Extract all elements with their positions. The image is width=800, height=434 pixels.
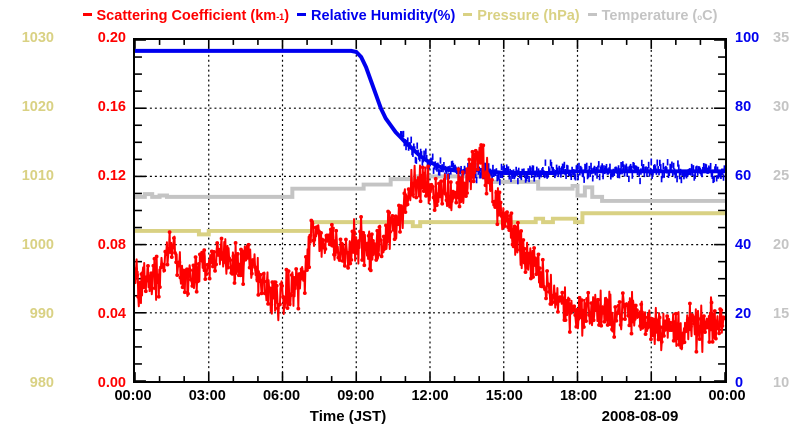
legend-sup-scattering: -1: [276, 12, 285, 22]
pressure-tick-label: 1020: [21, 99, 54, 115]
x-tick-label: 09:00: [337, 388, 375, 404]
humidity-tick-label: 100: [735, 30, 760, 46]
scattering-tick-label: 0.20: [97, 30, 126, 46]
humidity-tick-label: 20: [735, 306, 752, 322]
humidity-tick-label: 60: [735, 168, 752, 184]
x-tick-label: 18:00: [559, 388, 598, 404]
legend-dash-humidity: [297, 13, 307, 16]
legend-item-scattering: Scattering Coefficient (km -1): [79, 8, 294, 24]
x-tick-label: 15:00: [485, 388, 523, 404]
gridlines: [135, 40, 725, 381]
pressure-tick-label: 1000: [21, 237, 54, 253]
series-pressure: [135, 211, 725, 237]
plot-area: [133, 38, 727, 383]
legend-label-pressure: Pressure (hPa): [477, 8, 580, 24]
series-scattering: [135, 143, 725, 354]
pressure-tick-label: 1030: [21, 30, 54, 46]
x-tick-label: 12:00: [411, 388, 449, 404]
scattering-tick-label: 0.16: [97, 99, 126, 115]
temperature-tick-label: 10: [773, 375, 790, 391]
series-humidity: [135, 48, 725, 186]
legend-dash-scattering: [82, 13, 92, 16]
scattering-tick-label: 0.08: [97, 237, 126, 253]
temperature-tick-label: 20: [773, 237, 790, 253]
x-tick-label: 03:00: [188, 388, 226, 404]
date-label: 2008-08-09: [601, 408, 679, 425]
x-tick-label: 00:00: [708, 388, 746, 404]
humidity-tick-label: 0: [735, 375, 744, 391]
humidity-tick-label: 40: [735, 237, 752, 253]
legend-label-scattering: Scattering Coefficient (km: [96, 8, 277, 24]
x-tick-label: 21:00: [634, 388, 672, 404]
temperature-tick-label: 30: [773, 99, 790, 115]
pressure-tick-label: 990: [29, 306, 54, 322]
x-tick-label: 06:00: [262, 388, 301, 404]
plot-svg: [135, 40, 725, 381]
x-axis-title: Time (JST): [309, 408, 387, 425]
pressure-tick-label: 1010: [21, 168, 54, 184]
temperature-tick-label: 25: [773, 168, 790, 184]
legend-label-temperature: Temperature (: [601, 8, 698, 24]
humidity-tick-label: 80: [735, 99, 752, 115]
temperature-tick-label: 15: [773, 306, 790, 322]
chart-legend: Scattering Coefficient (km -1) Relative H…: [0, 4, 800, 28]
legend-dash-pressure: [463, 13, 473, 16]
scattering-tick-label: 0.00: [97, 375, 126, 391]
pressure-tick-label: 980: [29, 375, 54, 391]
legend-item-pressure: Pressure (hPa): [459, 8, 583, 24]
temperature-tick-label: 35: [773, 30, 790, 46]
legend-tail-temperature: C): [702, 8, 718, 24]
legend-item-humidity: Relative Humidity(%): [293, 8, 459, 24]
legend-label-humidity: Relative Humidity(%): [311, 8, 456, 24]
x-tick-label: 00:00: [114, 388, 152, 404]
legend-item-temperature: Temperature (o C): [584, 8, 722, 24]
legend-dash-temperature: [587, 13, 597, 16]
scattering-tick-label: 0.12: [97, 168, 126, 184]
legend-degree-symbol: o: [697, 13, 703, 22]
scattering-tick-label: 0.04: [97, 306, 126, 322]
legend-tail-scattering: ): [284, 8, 290, 24]
axis-ticks: [135, 40, 725, 381]
